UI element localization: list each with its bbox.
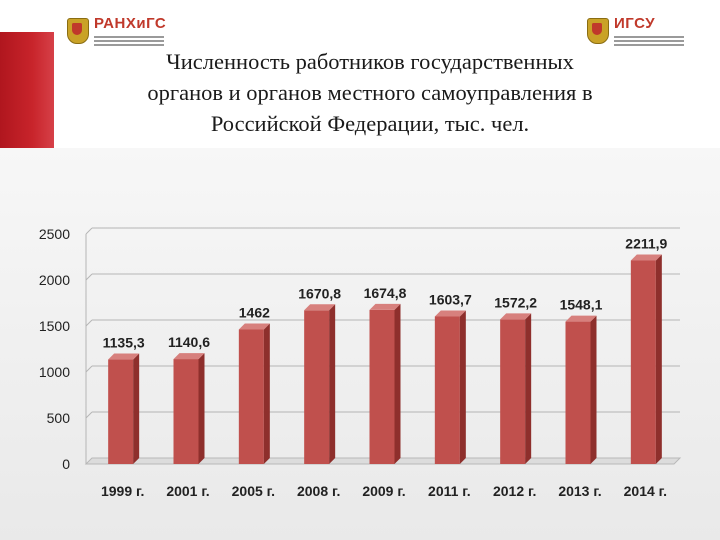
x-tick-label: 2013 г.	[558, 483, 601, 499]
bar-side	[263, 323, 270, 464]
title-line-1: Численность работников государственных	[166, 49, 574, 74]
bar-top	[630, 254, 662, 261]
data-label: 1548,1	[560, 297, 603, 313]
data-label: 1140,6	[168, 334, 210, 350]
x-tick-label: 2011 г.	[428, 483, 471, 499]
ranepa-emblem-icon	[64, 16, 90, 46]
data-label: 1462	[239, 304, 270, 320]
y-tick-label: 1500	[39, 318, 70, 334]
x-tick-label: 2009 г.	[362, 483, 405, 499]
y-tick-label: 1000	[39, 364, 70, 380]
x-tick-label: 2005 г.	[232, 483, 275, 499]
ranepa-logo-text: РАНХиГС	[94, 15, 167, 32]
bar-side	[655, 254, 662, 464]
x-tick-label: 2008 г.	[297, 483, 340, 499]
bar-side	[525, 313, 532, 464]
bar-side	[459, 310, 466, 464]
red-accent-bar	[0, 32, 54, 165]
bar-front	[369, 309, 395, 464]
data-label: 1674,8	[364, 285, 407, 301]
x-tick-label: 1999 г.	[101, 483, 144, 499]
bar-top	[369, 303, 401, 310]
chart-background	[0, 148, 720, 540]
bar-top	[173, 353, 205, 360]
bar-chart: 0 500 1000 1500 2000 2500 1135,3 1999 г. 1140,6 2…	[39, 226, 682, 499]
data-label: 2211,9	[625, 236, 667, 252]
igsu-emblem-icon	[584, 16, 610, 46]
bar-front	[565, 321, 591, 464]
x-tick-label: 2012 г.	[493, 483, 536, 499]
bar-front	[173, 359, 199, 464]
igsu-logo-subtitle-lines	[614, 34, 684, 46]
data-label: 1572,2	[494, 294, 537, 310]
bar-side	[590, 315, 597, 464]
gridline-diagonal	[85, 365, 93, 373]
ranepa-logo-subtitle-lines	[94, 34, 164, 46]
data-label: 1603,7	[429, 291, 472, 307]
igsu-logo: ИГСУ	[584, 14, 684, 48]
bar-top	[434, 310, 466, 317]
title-line-2: органов и органов местного самоуправлени…	[147, 80, 593, 105]
title-line-3: Российской Федерации, тыс. чел.	[210, 111, 530, 136]
bar-side	[329, 304, 336, 464]
bar-top	[108, 353, 140, 360]
x-tick-label: 2001 г.	[166, 483, 209, 499]
y-tick-label: 2500	[39, 226, 70, 242]
ranepa-logo: РАНХиГС	[64, 14, 166, 48]
gridline-diagonal	[85, 227, 93, 235]
bar-front	[238, 329, 264, 464]
bar-front	[108, 359, 134, 464]
bar-top	[565, 315, 597, 322]
gridline-diagonal	[85, 319, 93, 327]
bar-top	[500, 313, 532, 320]
bar-front	[434, 316, 460, 464]
bar-top	[304, 304, 336, 311]
gridline-diagonal	[85, 411, 93, 419]
bar-front	[630, 260, 656, 464]
page-title: Численность работников государственных о…	[60, 46, 680, 139]
y-tick-label: 0	[62, 456, 70, 472]
igsu-logo-text: ИГСУ	[614, 15, 656, 32]
bar-side	[133, 353, 140, 464]
bar-front	[304, 310, 330, 464]
gridline-diagonal	[85, 273, 93, 281]
bar-top	[238, 323, 270, 330]
data-label: 1670,8	[298, 285, 341, 301]
bar-side	[394, 303, 401, 464]
x-tick-label: 2014 г.	[624, 483, 667, 499]
y-tick-label: 2000	[39, 272, 70, 288]
bar-side	[198, 353, 205, 464]
data-label: 1135,3	[103, 335, 145, 351]
bar-front	[500, 319, 526, 464]
y-tick-label: 500	[47, 410, 71, 426]
